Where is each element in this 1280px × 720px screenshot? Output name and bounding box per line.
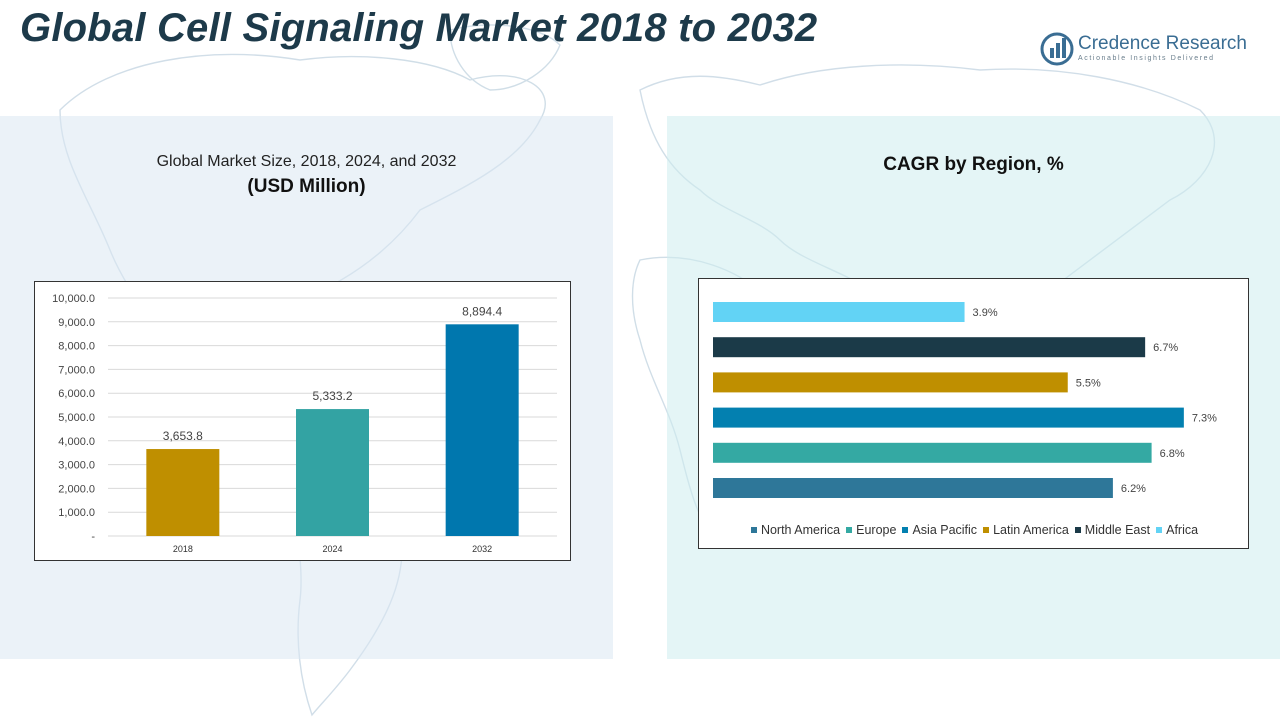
cagr-by-region-bar-chart: 3.9% 6.7% 5.5% 7.3% 6.8% 6.2% North America Eu… (698, 278, 1249, 549)
legend-label: Africa (1166, 523, 1199, 537)
y-tick-label: 5,000.0 (58, 412, 95, 424)
legend-item: Asia Pacific (902, 523, 977, 537)
legend-label: North America (760, 523, 841, 537)
bar-latin-america (713, 372, 1068, 393)
page-title: Global Cell Signaling Market 2018 to 203… (20, 6, 818, 50)
y-tick-label: 6,000.0 (58, 388, 95, 400)
legend-swatch (846, 527, 853, 533)
cagr-legend: North America Europe Asia Pacific Latin Ame… (699, 523, 1250, 537)
bar-2024 (296, 409, 369, 536)
legend-item: Middle East (1074, 523, 1151, 537)
legend-label: Middle East (1084, 523, 1151, 537)
legend-item: Europe (846, 523, 896, 537)
bar-asia-pacific (713, 407, 1184, 428)
y-tick-label: - (91, 531, 95, 543)
y-tick-label: 3,000.0 (58, 460, 95, 472)
cagr-chart-title: CAGR by Region, % (883, 154, 1064, 175)
legend-swatch (1074, 527, 1081, 533)
bar-value-label: 7.3% (1192, 413, 1217, 425)
bar-value-label: 6.8% (1160, 448, 1185, 460)
y-tick-label: 4,000.0 (58, 436, 95, 448)
y-tick-label: 10,000.0 (52, 293, 95, 305)
cagr-bar-svg: 3.9% 6.7% 5.5% 7.3% 6.8% 6.2% (713, 302, 1217, 498)
market-size-bar-chart: - 1,000.0 2,000.0 3,000.0 4,000.0 5,000.0 6,00… (34, 281, 571, 561)
legend-swatch (1156, 527, 1163, 533)
logo-tagline: Actionable Insights Delivered (1078, 55, 1215, 62)
bar-value-label: 6.7% (1153, 342, 1178, 354)
bar-value-label: 5,333.2 (312, 389, 352, 403)
bar-value-label: 6.2% (1121, 483, 1146, 495)
y-tick-label: 2,000.0 (58, 483, 95, 495)
legend-swatch (750, 527, 757, 533)
legend-item: North America (750, 523, 841, 537)
market-size-chart-title: Global Market Size, 2018, 2024, and 2032 (156, 153, 457, 170)
y-tick-label: 9,000.0 (58, 317, 95, 329)
logo-icon (1040, 32, 1074, 66)
bar-2018 (146, 449, 220, 536)
market-size-bar-svg: - 1,000.0 2,000.0 3,000.0 4,000.0 5,000.0 6,00… (52, 293, 557, 554)
bar-value-label: 8,894.4 (462, 304, 502, 318)
y-tick-label: 1,000.0 (58, 507, 95, 519)
bar-value-label: 3,653.8 (163, 429, 203, 443)
bar-value-label: 3.9% (973, 307, 998, 319)
legend-item: Latin America (983, 523, 1069, 537)
logo-name: Credence Research (1078, 33, 1247, 54)
bar-middle-east (713, 337, 1146, 358)
bar-africa (713, 302, 965, 322)
x-tick-label: 2018 (173, 544, 193, 554)
legend-label: Europe (856, 523, 897, 537)
legend-label: Asia Pacific (912, 523, 978, 537)
legend-label: Latin America (993, 523, 1069, 537)
bar-north-america (713, 478, 1113, 498)
legend-item: Africa (1156, 523, 1198, 537)
bar-value-label: 5.5% (1076, 377, 1101, 389)
y-tick-label: 8,000.0 (58, 341, 95, 353)
market-size-chart-units: (USD Million) (247, 176, 366, 197)
bar-europe (713, 442, 1152, 463)
y-tick-label: 7,000.0 (58, 364, 95, 376)
legend-swatch (983, 527, 990, 533)
x-tick-label: 2032 (472, 544, 492, 554)
company-logo: Credence Research Actionable Insights De… (1040, 30, 1255, 70)
bar-2032 (445, 324, 519, 536)
legend-swatch (902, 527, 909, 533)
x-tick-label: 2024 (322, 544, 342, 554)
